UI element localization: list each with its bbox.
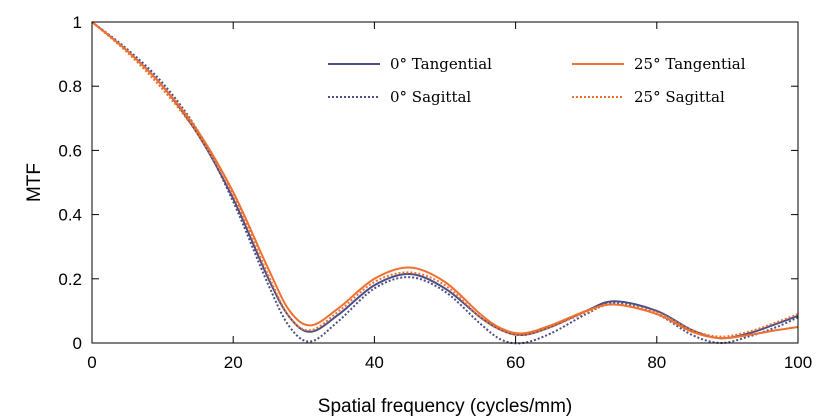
series-line-0deg-sagittal	[91, 21, 799, 345]
y-tick-label: 0.8	[58, 77, 82, 96]
x-tick-label: 100	[784, 353, 812, 372]
series-layer	[91, 21, 799, 345]
series-line-25deg-sagittal	[91, 21, 799, 338]
legend-label-25deg-sagittal: 25° Sagittal	[634, 88, 725, 106]
x-tick-label: 60	[506, 353, 525, 372]
legend-label-0deg-sagittal: 0° Sagittal	[390, 88, 471, 106]
x-tick-label: 80	[647, 353, 666, 372]
legend: 0° Tangential 0° Sagittal 25° Tangential 25…	[328, 55, 746, 106]
x-axis-label: Spatial frequency (cycles/mm)	[318, 396, 572, 417]
y-tick-label: 0	[73, 334, 82, 353]
legend-label-0deg-tangential: 0° Tangential	[390, 55, 492, 73]
y-tick-label: 0.2	[58, 270, 82, 289]
x-tick-label: 20	[224, 353, 243, 372]
y-tick-label: 0.6	[58, 141, 82, 160]
y-axis-label: MTF	[24, 163, 45, 202]
legend-label-25deg-tangential: 25° Tangential	[634, 55, 746, 73]
plot-frame	[91, 21, 799, 344]
x-tick-label: 0	[87, 353, 96, 372]
y-tick-label: 0.4	[58, 206, 82, 225]
x-tick-label: 40	[365, 353, 384, 372]
series-line-25deg-tangential	[91, 21, 799, 340]
y-tick-label: 1	[73, 13, 82, 32]
ticks-layer: 0 20 40 60 80 100 0 0.2 0.4 0.6 0.8 1	[58, 13, 812, 372]
